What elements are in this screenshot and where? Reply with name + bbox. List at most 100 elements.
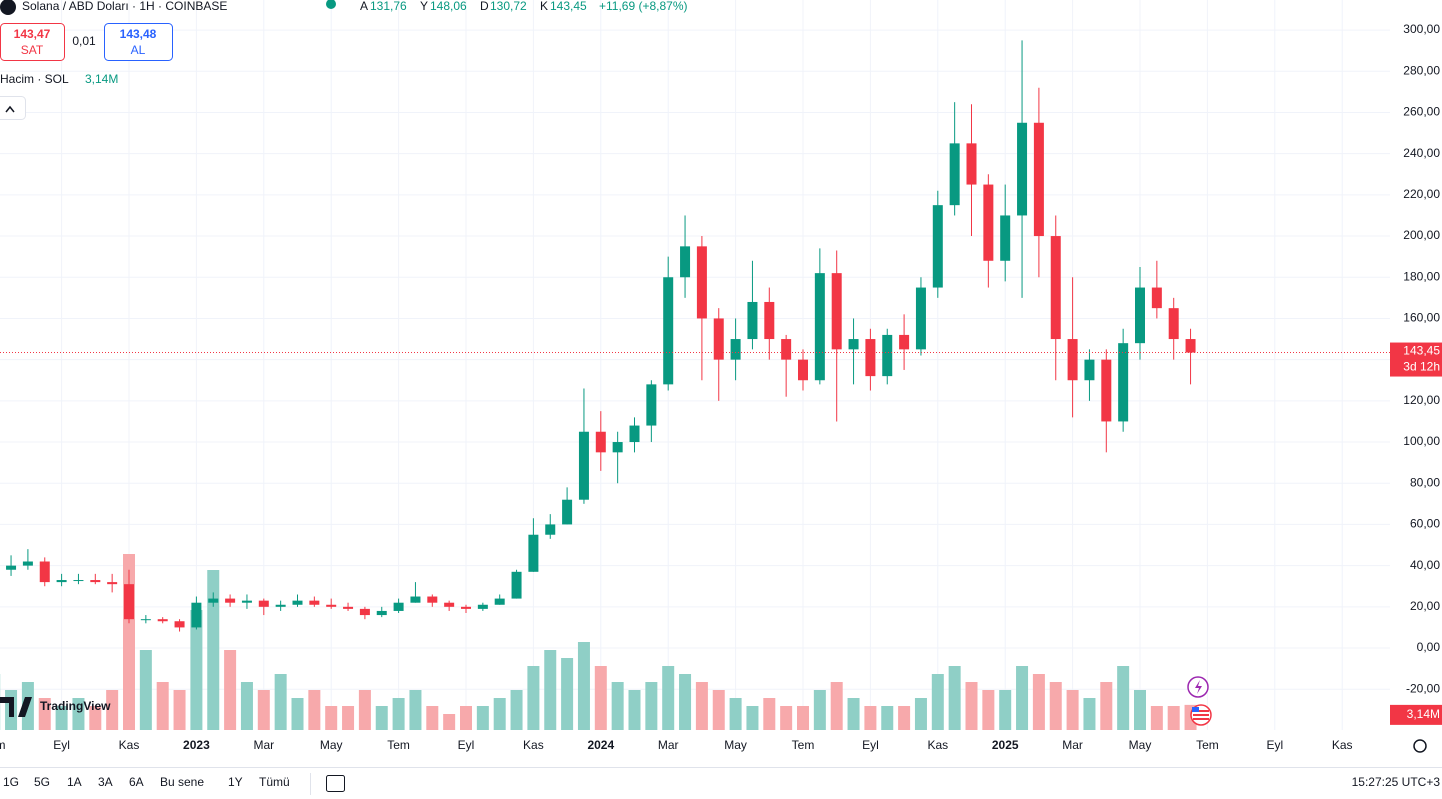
settings-icon[interactable] <box>1413 739 1427 753</box>
lightning-icon <box>1195 680 1202 694</box>
y-tick-label: 260,00 <box>1403 105 1440 119</box>
candle-body <box>747 301 758 340</box>
candle-body <box>191 602 202 628</box>
candle-body <box>241 600 252 603</box>
x-tick-label: 2025 <box>992 738 1019 752</box>
x-tick-label: 2024 <box>587 738 614 752</box>
volume-bar <box>679 674 692 730</box>
candle-body <box>1168 308 1179 340</box>
volume-bar <box>965 682 978 730</box>
x-tick-label: Tem <box>387 738 410 752</box>
volume-bar <box>797 706 809 730</box>
candle-body <box>174 621 185 628</box>
volume-bar <box>1016 666 1029 730</box>
candle-body <box>612 442 623 453</box>
volume-bar <box>763 698 776 730</box>
volume-bar <box>476 706 489 730</box>
volume-bar <box>1066 690 1079 730</box>
volume-bar <box>443 714 456 730</box>
calendar-icon[interactable] <box>326 775 345 792</box>
volume-bar <box>156 682 169 730</box>
x-tick-label: May <box>724 738 747 752</box>
y-tick-label: 80,00 <box>1410 475 1440 489</box>
candle-body <box>949 143 960 206</box>
volume-bar <box>55 706 68 730</box>
volume-bar <box>409 690 422 730</box>
volume-bar <box>308 690 321 730</box>
clock: 15:27:25 UTC+3 <box>1352 775 1441 789</box>
y-tick-label: 280,00 <box>1403 63 1440 77</box>
volume-bar <box>611 682 624 730</box>
range-button[interactable]: 1G <box>3 775 19 789</box>
candle-body <box>882 334 893 377</box>
buy-label: AL <box>131 43 146 57</box>
candle-body <box>764 301 775 340</box>
sell-button[interactable] <box>0 23 65 61</box>
candle-body <box>461 606 471 609</box>
x-tick-label: May <box>320 738 343 752</box>
candle-body <box>595 431 606 453</box>
range-button[interactable]: 1A <box>67 775 82 789</box>
range-button[interactable]: 5G <box>34 775 50 789</box>
candle-body <box>966 143 977 185</box>
volume-bar <box>342 706 355 730</box>
x-tick-label: Kas <box>927 738 948 752</box>
volume-bar <box>274 674 287 730</box>
volume-bar <box>240 682 253 730</box>
candle-body <box>646 384 657 426</box>
spread: 0,01 <box>72 34 96 48</box>
volume-bar <box>594 666 607 730</box>
ohlc-key: D <box>480 0 489 13</box>
candle-body <box>444 602 455 607</box>
candle-body <box>208 598 219 603</box>
candle-body <box>326 604 337 607</box>
candle-body <box>1118 343 1129 422</box>
volume-bar <box>190 610 203 730</box>
range-button[interactable]: 6A <box>129 775 144 789</box>
candle-body <box>427 596 438 603</box>
volume-value: 3,14M <box>85 72 118 86</box>
volume-bar <box>139 650 152 730</box>
sell-label: SAT <box>21 43 44 57</box>
candle-body <box>309 600 320 605</box>
volume-bar <box>712 690 725 730</box>
volume-bar <box>426 706 439 730</box>
x-tick-label: Kas <box>119 738 140 752</box>
candle-body <box>22 561 33 566</box>
buy-price: 143,48 <box>120 27 157 41</box>
volume-bar <box>392 698 405 730</box>
buy-button[interactable] <box>104 23 173 61</box>
price-pane <box>0 40 1390 632</box>
y-tick-label: 240,00 <box>1403 146 1440 160</box>
candle-body <box>410 596 421 603</box>
candle-body <box>1135 287 1145 344</box>
candle-body <box>343 606 354 609</box>
collapse-button[interactable] <box>0 96 26 120</box>
x-tick-label: Eyl <box>1266 738 1283 752</box>
volume-value-box <box>1390 704 1442 725</box>
volume-bar <box>1134 690 1146 730</box>
volume-title: Hacim · SOL <box>0 72 69 86</box>
candle-body <box>258 600 269 607</box>
y-tick-label: 160,00 <box>1403 311 1440 325</box>
y-tick-label: 60,00 <box>1410 517 1440 531</box>
candle-body <box>1151 287 1162 309</box>
volume-bar <box>1049 682 1062 730</box>
candle-body <box>629 425 640 443</box>
candle-body <box>932 205 943 288</box>
candle-body <box>292 600 303 605</box>
volume-bar <box>746 706 759 730</box>
volume-bar <box>628 690 641 730</box>
ohlc-key: K <box>540 0 548 13</box>
range-button[interactable]: 3A <box>98 775 113 789</box>
candle-body <box>494 598 505 605</box>
candle-body <box>477 604 488 609</box>
range-button[interactable]: Tümü <box>259 775 290 789</box>
volume-bar <box>527 666 540 730</box>
candle-body <box>899 334 910 350</box>
y-tick-label: 200,00 <box>1403 228 1440 242</box>
candle-body <box>1101 359 1112 422</box>
candle-body <box>1017 122 1028 216</box>
range-button[interactable]: 1Y <box>228 775 243 789</box>
range-button[interactable]: Bu sene <box>160 775 204 789</box>
